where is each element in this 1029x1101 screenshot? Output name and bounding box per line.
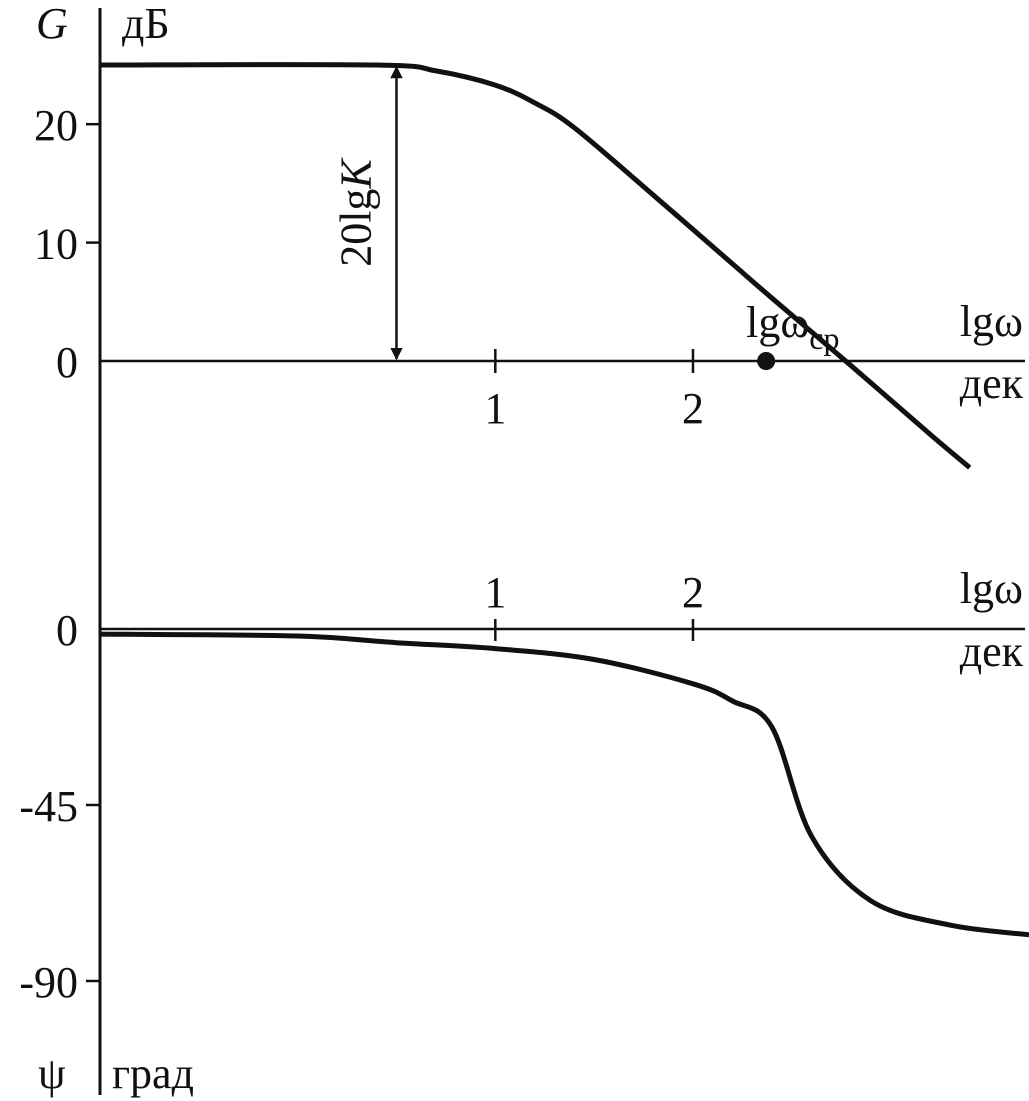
crossover-point (757, 352, 776, 370)
gain-label-prefix: 20lg (331, 189, 380, 267)
magnitude-x-symbol: lgω (960, 297, 1023, 346)
phase-x-unit: дек (960, 627, 1024, 676)
phase-y-symbol: ψ (38, 1049, 66, 1098)
magnitude-y-tick-label: 0 (56, 338, 78, 387)
magnitude-x-tick-label: 2 (682, 384, 704, 433)
phase-y-tick-label: 0 (56, 606, 78, 655)
phase-curve (99, 631, 1029, 938)
magnitude-ticks: 20 10 0 1 2 (34, 101, 704, 433)
crossover-label: lgωср (746, 298, 839, 356)
phase-y-tick-label: -45 (19, 782, 78, 831)
magnitude-x-tick-label: 1 (484, 384, 506, 433)
magnitude-x-unit: дек (960, 359, 1024, 408)
phase-x-tick-label: 2 (682, 568, 704, 617)
phase-panel: ψ град lgω дек 0 -45 -90 1 2 (19, 564, 1029, 1098)
magnitude-curve (99, 62, 972, 470)
magnitude-y-tick-label: 10 (34, 220, 78, 269)
magnitude-y-tick-label: 20 (34, 101, 78, 150)
gain-label: 20lgK (331, 157, 380, 267)
magnitude-y-symbol: G (36, 0, 68, 48)
magnitude-y-unit: дБ (122, 0, 170, 48)
crossover-label-sub: ср (809, 320, 839, 356)
crossover-label-main: lgω (746, 298, 809, 347)
phase-y-tick-label: -90 (19, 958, 78, 1007)
phase-y-unit: град (112, 1049, 194, 1098)
phase-ticks: 0 -45 -90 1 2 (19, 568, 704, 1007)
phase-x-tick-label: 1 (484, 568, 506, 617)
gain-label-var: K (331, 157, 380, 190)
phase-x-symbol: lgω (960, 564, 1023, 613)
